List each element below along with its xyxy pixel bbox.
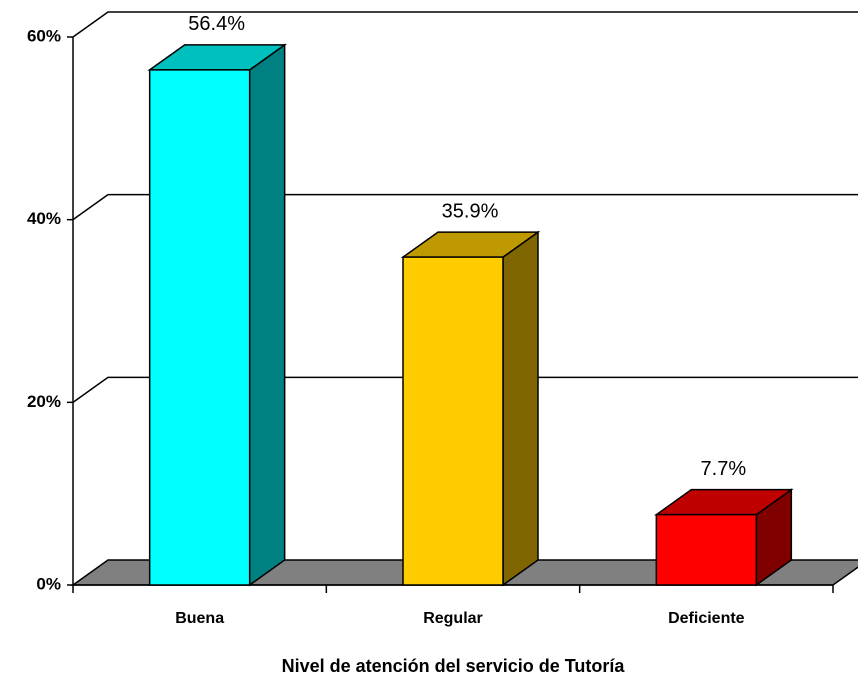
bar-face: [402, 256, 504, 586]
bar-face: [502, 230, 539, 587]
value-label: 7.7%: [701, 458, 747, 480]
y-tick-label: 60%: [27, 26, 61, 45]
bar: [147, 43, 288, 587]
bar-face: [655, 513, 758, 586]
x-tick-label: Buena: [175, 610, 224, 627]
bar-face: [248, 43, 286, 587]
y-tick-label: 40%: [27, 209, 61, 228]
bar-face: [148, 69, 251, 586]
value-label: 35.9%: [442, 200, 499, 222]
bar: [653, 488, 794, 587]
x-tick-label: Deficiente: [668, 610, 745, 627]
x-tick-label: Regular: [423, 610, 483, 627]
y-tick-label: 20%: [27, 392, 61, 411]
grid-line: [72, 11, 858, 38]
grid-line: [72, 376, 858, 403]
bar: [400, 230, 541, 587]
grid-line: [72, 193, 858, 221]
x-axis-label: Nivel de atención del servicio de Tutorí…: [282, 656, 626, 676]
y-tick-label: 0%: [36, 574, 61, 593]
value-label: 56.4%: [188, 13, 245, 35]
